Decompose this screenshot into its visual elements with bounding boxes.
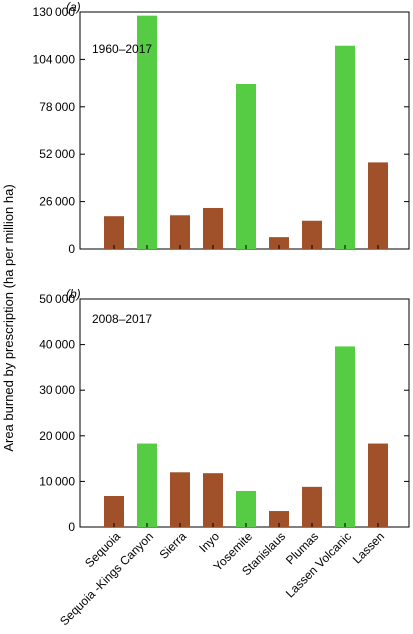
panel-label-a: (a) [66, 0, 81, 14]
bar-a-3 [170, 215, 190, 249]
bar-b-3 [170, 472, 190, 527]
bar-a-7 [302, 220, 322, 249]
y-tick-label-b-1: 10 000 [39, 474, 75, 488]
bar-b-9 [368, 443, 388, 527]
bar-a-6 [269, 237, 289, 249]
y-tick-label-b-5: 50 000 [39, 292, 75, 306]
bar-b-8 [335, 346, 355, 527]
bar-a-4 [203, 207, 223, 249]
y-tick-label-b-2: 20 000 [39, 429, 75, 443]
bar-b-5 [236, 490, 256, 527]
y-axis-label: Area burned by prescription (ha per mill… [1, 184, 16, 451]
panel-label-b: (b) [66, 287, 81, 301]
bar-a-1 [104, 216, 124, 249]
bar-a-5 [236, 84, 256, 249]
y-tick-label-a-4: 104 000 [33, 52, 76, 66]
bar-b-1 [104, 495, 124, 527]
y-tick-label-b-3: 30 000 [39, 383, 75, 397]
y-tick-label-a-0: 0 [68, 242, 75, 256]
bar-b-6 [269, 511, 289, 527]
bar-a-2 [137, 15, 157, 250]
y-tick-label-a-1: 26 000 [39, 195, 75, 209]
y-tick-label-a-2: 52 000 [39, 147, 75, 161]
y-tick-label-b-0: 0 [68, 520, 75, 534]
y-tick-label-b-4: 40 000 [39, 338, 75, 352]
bar-b-2 [137, 443, 157, 527]
category-label-4: Inyo [196, 529, 222, 555]
bar-a-9 [368, 162, 388, 249]
period-label-a: 1960–2017 [92, 42, 152, 56]
bar-a-8 [335, 45, 355, 249]
period-label-b: 2008–2017 [92, 312, 152, 326]
bar-b-4 [203, 473, 223, 527]
y-tick-label-a-5: 130 000 [33, 5, 76, 19]
category-label-9: Lassen [350, 529, 387, 566]
category-label-3: Sierra [157, 529, 190, 562]
panel-b: 0 10 000 20 000 30 000 40 000 50 000(b) 2008–2… [39, 287, 410, 534]
bar-b-7 [302, 486, 322, 527]
panel-a: 0 26 000 52 000 78 000 104 000 130 000(a) 1960… [33, 0, 410, 256]
y-tick-label-a-3: 78 000 [39, 100, 75, 114]
